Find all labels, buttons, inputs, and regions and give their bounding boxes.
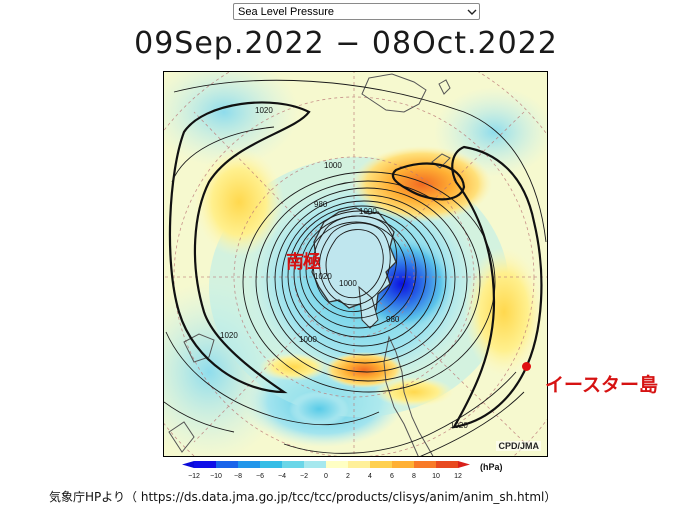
isobar-label: 980 [314,200,328,209]
colorbar-tick-label: −10 [210,473,222,480]
colorbar-tick-label: 8 [412,473,416,480]
colorbar-arrow-high [458,461,470,468]
colorbar-cell [414,461,437,468]
anomaly-colorbar: −12 −10 −8 −6 −4 −2 0 2 4 6 8 10 12 (hPa) [182,461,503,480]
colorbar-cell [194,461,217,468]
colorbar-cell [282,461,305,468]
colorbar-tick-label: −6 [256,473,264,480]
colorbar-cell [326,461,349,468]
isobar-label: 1000 [359,207,377,216]
isobar-label: 980 [386,315,400,324]
variable-select-value: Sea Level Pressure [238,5,334,18]
easter-island-label: イースター島 [545,374,659,396]
easter-island-marker [522,362,531,371]
colorbar-cell [436,461,459,468]
colorbar-tick-label: −2 [300,473,308,480]
colorbar-tick-label: −12 [188,473,200,480]
colorbar-tick-label: 2 [346,473,350,480]
isobar-label: 1020 [255,106,273,115]
colorbar-tick-label: −4 [278,473,286,480]
south-pole-label: 南極 [286,252,321,273]
source-citation: 気象庁HPより（ https://ds.data.jma.go.jp/tcc/t… [49,490,557,504]
colorbar-tick-label: 10 [432,473,440,480]
colorbar-cell [348,461,371,468]
isobar-label: 1000 [324,161,342,170]
isobar-label: 1020 [450,421,468,430]
colorbar-cell [238,461,261,468]
colorbar-tick-label: −8 [234,473,242,480]
colorbar-tick-label: 6 [390,473,394,480]
chevron-down-icon [465,9,479,15]
colorbar-cell [216,461,239,468]
colorbar-cell [370,461,393,468]
colorbar-cell [304,461,327,468]
colorbar-cell [392,461,415,468]
variable-select[interactable]: Sea Level Pressure [233,3,480,20]
pressure-anomaly-map: 1020 1000 980 1000 1020 1000 980 1020 10… [163,71,548,457]
colorbar-unit: (hPa) [480,462,503,472]
isobar-label: 1020 [220,331,238,340]
period-title: 09Sep.2022 − 08Oct.2022 [134,26,558,61]
colorbar-arrow-low [182,461,194,468]
isobar-label: 1020 [314,272,332,281]
colorbar-tick-label: 0 [324,473,328,480]
colorbar-tick-label: 12 [454,473,462,480]
colorbar-tick-label: 4 [368,473,372,480]
isobar-label: 1000 [339,279,357,288]
isobar-label: 1000 [299,335,317,344]
map-credit: CPD/JMA [496,441,541,451]
colorbar-cell [260,461,283,468]
